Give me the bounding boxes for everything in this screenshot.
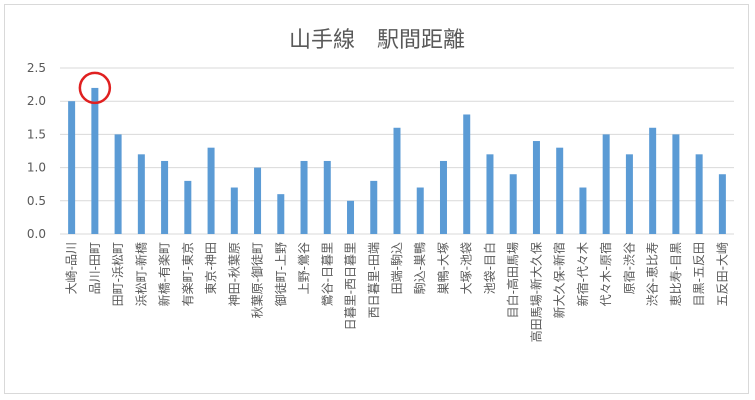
bar [207, 147, 215, 234]
bar [579, 187, 587, 234]
bar [416, 187, 424, 234]
x-tick-label: 新宿-代々木 [575, 242, 590, 306]
x-tick-label: 有楽町-東京 [181, 242, 195, 306]
x-tick-label: 目白-高田馬場 [505, 242, 520, 318]
y-axis-ticks: 0.0 0.5 1.0 1.5 2.0 2.5 [27, 61, 46, 241]
x-tick-label: 駒込-巣鴨 [413, 242, 427, 294]
bar [509, 174, 517, 234]
bar [695, 154, 703, 234]
bar [602, 134, 610, 234]
x-tick-label: 西日暮里-田端 [367, 242, 381, 318]
x-tick-label: 池袋-目白 [482, 242, 497, 294]
chart-title: 山手線 駅間距離 [289, 28, 465, 53]
bar [230, 187, 238, 234]
x-axis-labels: 大崎-品川 品川-田町 田町-浜松町 浜松町-新橋 新橋-有楽町 有楽町-東京 東京-神田神… [65, 242, 730, 342]
x-tick-label: 新大久保-新宿 [552, 242, 567, 318]
highlight-circle [78, 71, 112, 105]
x-tick-label: 東京-神田 [204, 242, 218, 294]
x-tick-label: 五反田-大崎 [715, 242, 729, 306]
bar [625, 154, 633, 234]
x-tick-label: 大崎-品川 [65, 242, 79, 294]
bar [254, 167, 262, 234]
bar [323, 160, 331, 234]
bar [370, 180, 378, 234]
bar [347, 200, 355, 234]
x-tick-label: 代々木-原宿 [598, 242, 613, 306]
y-tick-label: 0.0 [27, 227, 46, 241]
bar [672, 134, 680, 234]
bar [277, 194, 285, 234]
x-tick-label: 目黒-五反田 [692, 242, 706, 306]
x-tick-label: 新橋-有楽町 [157, 242, 172, 306]
bar [649, 127, 657, 234]
x-tick-label: 田端-駒込 [390, 242, 404, 294]
x-tick-label: 原宿-渋谷 [621, 242, 636, 294]
bar [114, 134, 122, 234]
x-tick-label: 日暮里-西日暮里 [344, 242, 358, 330]
annotations [78, 71, 112, 105]
bar [463, 114, 471, 234]
bar [486, 154, 494, 234]
x-tick-label: 鶯谷-日暮里 [319, 242, 334, 306]
chart-area: 山手線 駅間距離 0.0 0.5 1.0 1.5 2.0 2.5 大崎-品川 品川-田町 田町… [4, 4, 749, 394]
x-tick-label: 巣鴨-大塚 [436, 242, 450, 294]
x-tick-label: 渋谷-恵比寿 [646, 242, 660, 306]
x-tick-label: 秋葉原-御徒町 [250, 242, 265, 318]
bar [556, 147, 564, 234]
x-tick-label: 上野-鶯谷 [296, 242, 311, 294]
x-tick-label: 恵比寿-目黒 [669, 242, 683, 306]
y-tick-label: 1.0 [27, 161, 46, 175]
bar [91, 87, 99, 234]
y-tick-label: 1.5 [27, 127, 46, 141]
bars [68, 87, 726, 234]
x-tick-label: 浜松町-新橋 [133, 242, 148, 306]
x-tick-label: 大塚-池袋 [460, 242, 474, 294]
bar [718, 174, 726, 234]
x-tick-label: 御徒町-上野 [273, 242, 288, 306]
bar [300, 160, 308, 234]
bar [393, 127, 401, 234]
bar [68, 101, 76, 234]
bar [161, 160, 169, 234]
x-tick-label: 神田-秋葉原 [227, 242, 241, 306]
y-tick-label: 0.5 [27, 194, 46, 208]
bar [137, 154, 145, 234]
x-tick-label: 高田馬場-新大久保 [528, 242, 543, 342]
x-tick-label: 品川-田町 [88, 242, 102, 294]
x-tick-label: 田町-浜松町 [111, 242, 125, 306]
y-tick-label: 2.5 [27, 61, 46, 75]
y-tick-label: 2.0 [27, 94, 46, 108]
bar [532, 141, 540, 234]
bar [439, 160, 447, 234]
bar-chart: 山手線 駅間距離 0.0 0.5 1.0 1.5 2.0 2.5 大崎-品川 品川-田町 田町… [27, 28, 734, 342]
bar [184, 180, 192, 234]
